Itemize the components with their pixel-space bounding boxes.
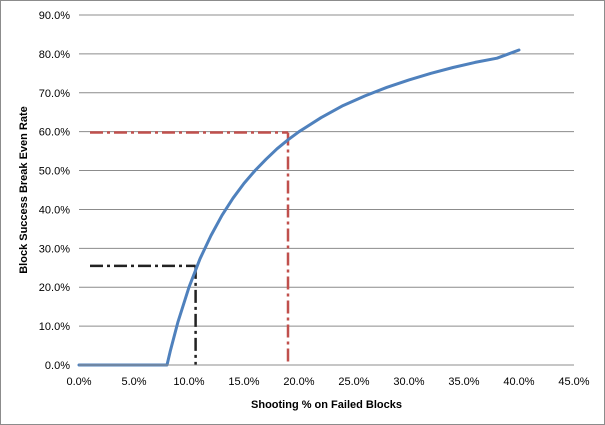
x-tick-label: 15.0%	[228, 376, 259, 388]
y-tick-label: 0.0%	[45, 360, 70, 372]
series-group	[77, 48, 521, 367]
x-tick-label: 0.0%	[66, 376, 91, 388]
y-tick-labels: 0.0% 10.0% 20.0% 30.0% 40.0% 50.0% 60.0% 70.0% 8…	[39, 10, 70, 372]
x-axis-title: Shooting % on Failed Blocks	[251, 399, 402, 411]
y-tick-label: 30.0%	[39, 243, 70, 255]
y-tick-label: 20.0%	[39, 282, 70, 294]
x-tick-label: 10.0%	[173, 376, 204, 388]
y-tick-label: 10.0%	[39, 321, 70, 333]
y-tick-label: 90.0%	[39, 10, 70, 22]
y-tick-label: 40.0%	[39, 204, 70, 216]
y-tick-label: 50.0%	[39, 166, 70, 178]
x-tick-label: 20.0%	[283, 376, 314, 388]
x-tick-labels: 0.0% 5.0% 10.0% 15.0% 20.0% 25.0% 30.0% 35.0% 40…	[66, 376, 589, 388]
x-tick-label: 30.0%	[393, 376, 424, 388]
x-tick-label: 5.0%	[121, 376, 146, 388]
y-axis-title: Block Success Break Even Rate	[18, 106, 30, 274]
reference-lines	[90, 131, 290, 365]
x-tick-label: 40.0%	[503, 376, 534, 388]
y-tick-label: 70.0%	[39, 88, 70, 100]
y-tick-label: 60.0%	[39, 127, 70, 139]
gridlines	[79, 14, 574, 327]
x-tick-label: 45.0%	[558, 376, 589, 388]
x-tick-label: 25.0%	[338, 376, 369, 388]
x-tick-label: 35.0%	[448, 376, 479, 388]
y-tick-label: 80.0%	[39, 49, 70, 61]
series-line	[77, 48, 521, 367]
